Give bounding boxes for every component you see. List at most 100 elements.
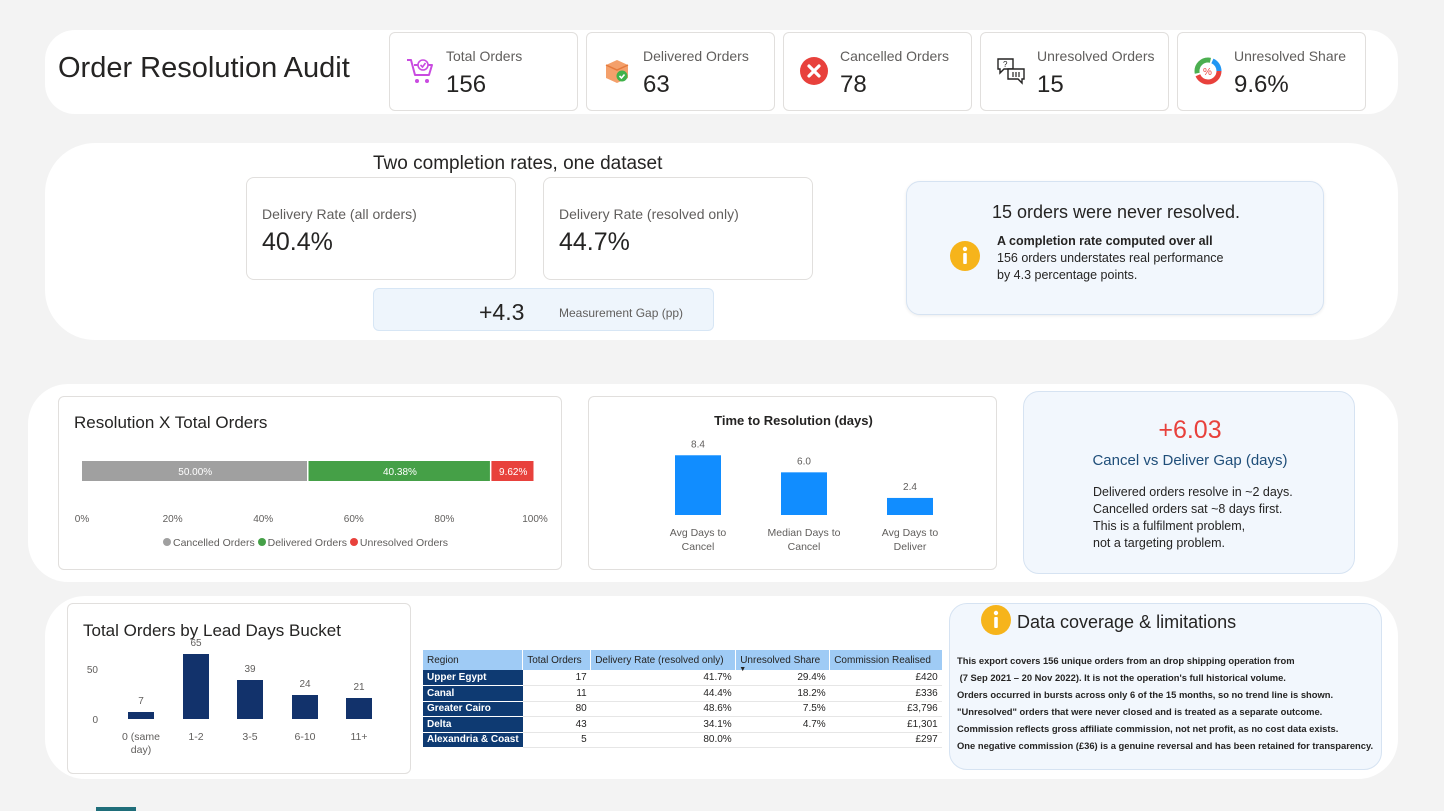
coverage-line: Commission reflects gross affiliate comm…	[957, 723, 1339, 734]
data-label: 6.0	[797, 456, 811, 467]
kpi-value: 63	[643, 71, 670, 98]
kpi-label: Unresolved Share	[1234, 48, 1347, 64]
coverage-title: Data coverage & limitations	[1017, 612, 1237, 632]
bar	[781, 472, 827, 515]
kpi-value: 78	[840, 71, 867, 98]
page-tab-indicator[interactable]	[96, 807, 136, 811]
kpi-label: Delivered Orders	[643, 48, 749, 64]
column-header-unresolved-share[interactable]: Unresolved Share ▼	[735, 650, 831, 673]
bar	[887, 497, 933, 515]
unresolved-callout: 15 orders were never resolved. A complet…	[906, 181, 1324, 315]
sort-desc-icon: ▼	[739, 666, 747, 673]
gap-days-label: Cancel vs Deliver Gap (days)	[1092, 452, 1288, 469]
column-header-region[interactable]: Region	[423, 650, 524, 670]
info-icon	[981, 605, 1011, 635]
rate-all-orders-card[interactable]: Delivery Rate (all orders) 40.4%	[246, 177, 516, 280]
chart-title: Time to Resolution (days)	[714, 413, 873, 428]
kpi-label: Cancelled Orders	[840, 48, 949, 64]
category-label: Cancel	[788, 541, 821, 553]
category-label: Avg Days to	[882, 527, 939, 539]
gap-days-card[interactable]: +6.03 Cancel vs Deliver Gap (days) Deliv…	[1023, 391, 1355, 574]
region-table: Region Total Orders Delivery Rate (resol…	[423, 650, 942, 748]
rate-label: Delivery Rate (all orders)	[262, 206, 417, 222]
info-icon	[950, 241, 980, 271]
rate-resolved-card[interactable]: Delivery Rate (resolved only) 44.7%	[543, 177, 813, 280]
kpi-cancelled-orders[interactable]: Cancelled Orders 78	[783, 32, 972, 111]
column-header-total-orders[interactable]: Total Orders	[522, 650, 592, 670]
bar-segment	[82, 461, 307, 481]
callout-bold-line: A completion rate computed over all	[997, 234, 1213, 248]
table-row[interactable]: Greater Cairo 80 48.6% 7.5% £3,796	[423, 701, 942, 717]
category-label: 3-5	[242, 731, 257, 743]
bar-segment	[491, 461, 534, 481]
tick-label: 20%	[163, 514, 183, 525]
column-header-commission[interactable]: Commission Realised	[829, 650, 942, 670]
gap-days-line: not a targeting problem.	[1093, 536, 1226, 550]
resolution-chart-card[interactable]: Resolution X Total Orders 50.00% 40.38% 9.…	[58, 396, 562, 570]
bar	[183, 654, 209, 719]
bar-segment	[308, 461, 490, 481]
data-label: 65	[190, 638, 202, 649]
category-label: Avg Days to	[670, 527, 727, 539]
table-row[interactable]: Delta 43 34.1% 4.7% £1,301	[423, 716, 942, 733]
data-label: 50.00%	[178, 467, 212, 478]
lead-days-chart-card[interactable]: Total Orders by Lead Days Bucket 50 0 7 0 (…	[67, 603, 411, 774]
category-label: 1-2	[188, 731, 203, 743]
percent-donut-icon: %	[1194, 57, 1222, 85]
gap-value: +4.3	[479, 299, 525, 325]
svg-text:?: ?	[1003, 60, 1008, 69]
table-row[interactable]: Canal 11 44.4% 18.2% £336	[423, 685, 942, 702]
gap-days-line: Cancelled orders sat ~8 days first.	[1093, 502, 1283, 516]
category-label: Deliver	[894, 541, 927, 553]
bar	[675, 455, 721, 515]
kpi-label: Total Orders	[446, 48, 523, 64]
svg-text:%: %	[1203, 67, 1212, 78]
legend-item-unresolved[interactable]: Unresolved Orders	[349, 537, 448, 549]
measurement-gap-card[interactable]: +4.3 Measurement Gap (pp)	[373, 288, 714, 331]
bar	[292, 695, 318, 719]
gap-days-line: Delivered orders resolve in ~2 days.	[1093, 485, 1293, 499]
kpi-unresolved-share[interactable]: % Unresolved Share 9.6%	[1177, 32, 1366, 111]
y-tick-label: 0	[92, 715, 98, 726]
page-title: Order Resolution Audit	[58, 52, 350, 84]
chart-title: Total Orders by Lead Days Bucket	[83, 621, 341, 640]
gap-label: Measurement Gap (pp)	[559, 306, 684, 320]
coverage-line: Orders occurred in bursts across only 6 …	[957, 689, 1334, 700]
resolution-stacked-bar-chart: 50.00% 40.38% 9.62% 0% 20% 40% 60% 80% 100%	[75, 461, 548, 525]
bar	[346, 698, 372, 719]
data-label: 9.62%	[499, 467, 527, 478]
tick-label: 40%	[253, 514, 273, 525]
rate-label: Delivery Rate (resolved only)	[559, 206, 739, 222]
data-label: 2.4	[903, 482, 917, 493]
table-row[interactable]: Alexandria & Coast 5 80.0% £297	[423, 732, 942, 748]
category-label: Cancel	[682, 541, 715, 553]
package-check-icon	[605, 60, 629, 83]
kpi-delivered-orders[interactable]: Delivered Orders 63	[586, 32, 775, 111]
callout-title: 15 orders were never resolved.	[991, 202, 1241, 222]
kpi-value: 9.6%	[1234, 71, 1289, 98]
kpi-total-orders[interactable]: Total Orders 156	[389, 32, 578, 111]
bar	[128, 712, 154, 719]
kpi-label: Unresolved Orders	[1037, 48, 1155, 64]
category-label: day)	[131, 744, 151, 756]
time-chart-card[interactable]: Time to Resolution (days) 8.4 Avg Days to…	[588, 396, 997, 570]
category-label: 6-10	[294, 731, 315, 743]
legend-item-cancelled[interactable]: Cancelled Orders	[163, 537, 255, 549]
chart-title: Resolution X Total Orders	[74, 413, 268, 432]
bar	[237, 680, 263, 719]
tick-label: 0%	[75, 514, 90, 525]
coverage-line: (7 Sep 2021 – 20 Nov 2022). It is not th…	[957, 672, 1286, 683]
chart-legend: Cancelled Orders Delivered Orders Unreso…	[163, 537, 448, 549]
table-row[interactable]: Upper Egypt 17 41.7% 29.4% £420	[423, 670, 942, 686]
y-tick-label: 50	[87, 665, 99, 676]
rate-value: 40.4%	[262, 228, 333, 256]
legend-item-delivered[interactable]: Delivered Orders	[257, 537, 347, 549]
column-header-delivery-rate[interactable]: Delivery Rate (resolved only)	[590, 650, 737, 670]
kpi-unresolved-orders[interactable]: ? Unresolved Orders 15	[980, 32, 1169, 111]
kpi-value: 15	[1037, 71, 1064, 98]
shopping-cart-icon	[407, 59, 433, 83]
tick-label: 100%	[522, 514, 548, 525]
data-label: 24	[299, 679, 311, 690]
data-label: 7	[138, 696, 144, 707]
